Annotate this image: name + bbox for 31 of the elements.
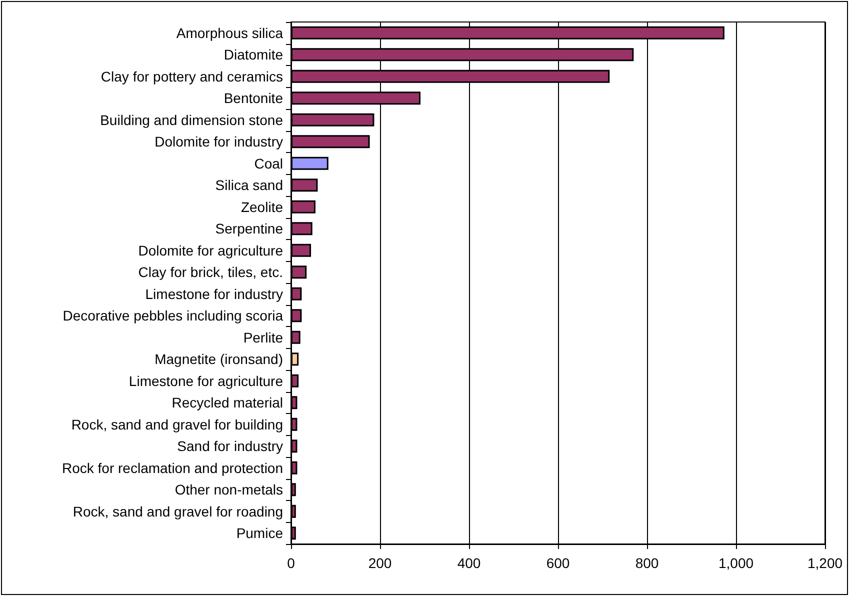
x-tick-label: 800: [635, 555, 659, 571]
y-tick-label: Decorative pebbles including scoria: [62, 308, 284, 324]
y-tick-label: Silica sand: [215, 177, 283, 194]
x-tick-label: 1,000: [718, 555, 754, 571]
y-tick-label: Clay for pottery and ceramics: [100, 68, 283, 84]
x-tick-label: 600: [546, 555, 570, 571]
x-tick-label: 400: [457, 555, 481, 571]
y-tick-label: Other non-metals: [174, 482, 283, 498]
y-tick-label: Bentonite: [224, 90, 284, 106]
y-tick-label: Building and dimension stone: [100, 112, 284, 128]
y-tick-label: Rock, sand and gravel for building: [71, 416, 283, 432]
x-tick-label: 1,200: [807, 555, 843, 571]
x-tick-label: 0: [287, 555, 296, 571]
y-tick-label: Limestone for industry: [145, 286, 283, 302]
y-tick-label: Limestone for agriculture: [128, 372, 284, 389]
y-tick-label: Dolomite for agriculture: [138, 242, 284, 258]
y-tick-label: Diatomite: [224, 46, 284, 63]
y-tick-label: Dolomite for industry: [154, 134, 283, 150]
y-tick-label: Rock for reclamation and protection: [62, 460, 283, 476]
y-tick-label: Sand for industry: [177, 438, 283, 454]
y-tick-label: Coal: [254, 155, 283, 172]
y-tick-label: Amorphous silica: [176, 24, 284, 41]
x-tick-label: 200: [368, 555, 392, 571]
y-tick-label: Zeolite: [240, 198, 284, 215]
y-tick-label: Rock, sand and gravel for roading: [72, 503, 283, 520]
y-tick-label: Recycled material: [172, 394, 283, 411]
y-tick-label: Magnetite (ironsand): [154, 351, 283, 368]
y-tick-label: Clay for brick, tiles, etc.: [138, 264, 283, 280]
y-tick-label: Serpentine: [215, 220, 284, 237]
y-tick-label: Pumice: [236, 525, 284, 542]
y-tick-label: Perlite: [243, 329, 284, 346]
